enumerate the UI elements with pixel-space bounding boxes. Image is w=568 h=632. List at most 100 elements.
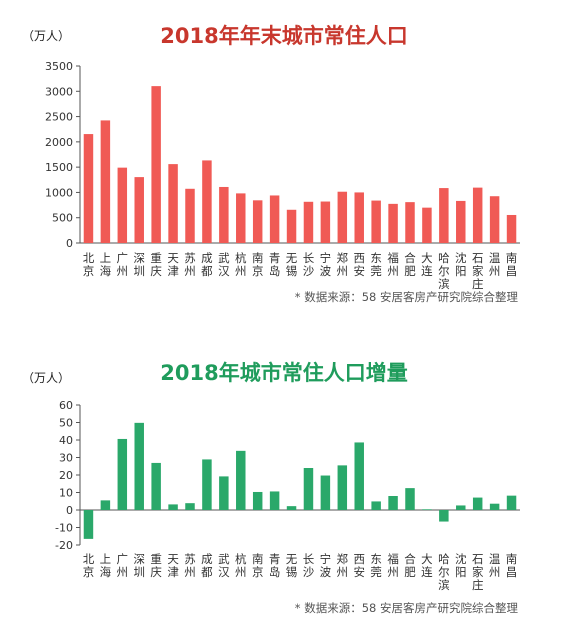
bar-天津 bbox=[168, 164, 178, 243]
category-label: 石家庄 bbox=[472, 552, 484, 592]
bar-广州 bbox=[117, 167, 128, 243]
bar-成都 bbox=[202, 459, 212, 510]
category-label: 郑州 bbox=[337, 552, 349, 579]
y-tick-label: 20 bbox=[59, 469, 73, 482]
category-label: 杭州 bbox=[235, 552, 247, 579]
category-label: 长沙 bbox=[303, 251, 315, 278]
bar-南京 bbox=[252, 200, 263, 243]
category-label: 南昌 bbox=[506, 251, 518, 278]
bar-东莞 bbox=[371, 200, 381, 243]
source-note-growth: * 数据来源：58 安居客房产研究院综合整理 bbox=[295, 601, 519, 615]
bar-福州 bbox=[388, 496, 398, 510]
y-tick-label: 1000 bbox=[45, 186, 73, 199]
category-label: 南京 bbox=[252, 552, 264, 579]
category-label: 杭州 bbox=[235, 251, 247, 278]
category-label: 上海 bbox=[100, 251, 112, 278]
category-label: 上海 bbox=[100, 552, 112, 579]
y-axis-growth: -20 -10 0 10 20 30 40 50 60 bbox=[55, 399, 520, 552]
category-label: 沈阳 bbox=[455, 552, 467, 579]
category-label: 温州 bbox=[489, 251, 501, 278]
bars-growth bbox=[83, 422, 517, 539]
bar-深圳 bbox=[134, 177, 144, 243]
y-tick-label: 0 bbox=[66, 237, 73, 250]
bar-长沙 bbox=[303, 468, 314, 510]
y-tick-label: 60 bbox=[59, 399, 73, 412]
category-label: 重庆 bbox=[150, 251, 162, 278]
category-label: 成都 bbox=[201, 251, 213, 278]
category-label: 宁波 bbox=[320, 251, 332, 278]
category-label: 大连 bbox=[421, 552, 433, 579]
category-label: 合肥 bbox=[404, 552, 416, 579]
source-note-population: * 数据来源：58 安居客房产研究院综合整理 bbox=[295, 290, 519, 304]
category-label: 苏州 bbox=[184, 251, 196, 278]
category-label: 广州 bbox=[117, 251, 129, 278]
bar-杭州 bbox=[236, 193, 246, 243]
category-label: 无锡 bbox=[286, 552, 298, 579]
x-axis-population: 北京上海广州深圳重庆天津苏州成都武汉杭州南京青岛无锡长沙宁波郑州西安东莞福州合肥… bbox=[83, 251, 518, 291]
bar-重庆 bbox=[151, 86, 161, 243]
bar-温州 bbox=[489, 503, 500, 510]
category-label: 南京 bbox=[252, 251, 264, 278]
y-tick-label: 40 bbox=[59, 434, 73, 447]
bar-福州 bbox=[388, 203, 398, 243]
y-tick-label: 30 bbox=[59, 452, 73, 465]
category-label: 大连 bbox=[421, 251, 433, 278]
category-label: 南昌 bbox=[506, 552, 518, 579]
category-label: 苏州 bbox=[184, 552, 196, 579]
bar-哈尔滨 bbox=[439, 188, 449, 243]
category-label: 深圳 bbox=[133, 552, 145, 579]
category-label: 石家庄 bbox=[472, 251, 484, 291]
category-label: 郑州 bbox=[337, 251, 349, 278]
category-label: 青岛 bbox=[269, 251, 281, 278]
bar-广州 bbox=[117, 438, 128, 510]
bar-合肥 bbox=[405, 202, 415, 243]
bar-上海 bbox=[100, 120, 111, 243]
category-label: 无锡 bbox=[286, 251, 298, 278]
category-label: 哈尔滨 bbox=[438, 552, 450, 592]
bar-天津 bbox=[168, 504, 178, 510]
category-label: 沈阳 bbox=[455, 251, 467, 278]
category-label: 福州 bbox=[387, 251, 399, 278]
bar-东莞 bbox=[371, 501, 381, 510]
bar-北京 bbox=[83, 510, 94, 539]
category-label: 哈尔滨 bbox=[438, 251, 450, 291]
category-label: 武汉 bbox=[218, 552, 230, 579]
y-tick-label: 1500 bbox=[45, 161, 73, 174]
y-tick-label: -10 bbox=[55, 522, 73, 535]
bar-沈阳 bbox=[456, 505, 466, 510]
category-label: 天津 bbox=[167, 251, 179, 278]
category-label: 长沙 bbox=[303, 552, 315, 579]
category-label: 广州 bbox=[117, 552, 129, 579]
bar-上海 bbox=[100, 500, 111, 510]
y-tick-label: 2000 bbox=[45, 136, 73, 149]
bar-苏州 bbox=[185, 188, 195, 243]
bar-哈尔滨 bbox=[439, 510, 449, 522]
bar-宁波 bbox=[320, 475, 331, 510]
category-label: 天津 bbox=[167, 552, 179, 579]
chart-population: 2018年年末城市常住人口 （万人） 0 500 1000 1500 2000 2500 3… bbox=[22, 24, 520, 304]
bar-武汉 bbox=[219, 476, 229, 510]
category-label: 合肥 bbox=[404, 251, 416, 278]
bar-长沙 bbox=[303, 201, 314, 243]
bar-西安 bbox=[354, 192, 364, 243]
category-label: 重庆 bbox=[150, 552, 162, 579]
bars-population bbox=[83, 86, 517, 243]
category-label: 深圳 bbox=[133, 251, 145, 278]
unit-label-population: （万人） bbox=[22, 29, 70, 43]
bar-宁波 bbox=[320, 201, 331, 243]
bar-北京 bbox=[83, 134, 94, 243]
bar-南昌 bbox=[506, 495, 517, 510]
category-label: 西安 bbox=[353, 251, 365, 278]
bar-大连 bbox=[422, 207, 432, 243]
y-tick-label: -20 bbox=[55, 539, 73, 552]
y-tick-label: 10 bbox=[59, 487, 73, 500]
bar-深圳 bbox=[134, 422, 144, 510]
bar-南昌 bbox=[506, 214, 517, 243]
category-label: 北京 bbox=[83, 552, 95, 579]
bar-杭州 bbox=[236, 450, 246, 510]
bar-合肥 bbox=[405, 488, 415, 510]
bar-郑州 bbox=[337, 191, 348, 243]
chart-title-growth: 2018年城市常住人口增量 bbox=[160, 361, 407, 385]
chart-title-population: 2018年年末城市常住人口 bbox=[160, 24, 407, 48]
bar-无锡 bbox=[286, 506, 297, 510]
